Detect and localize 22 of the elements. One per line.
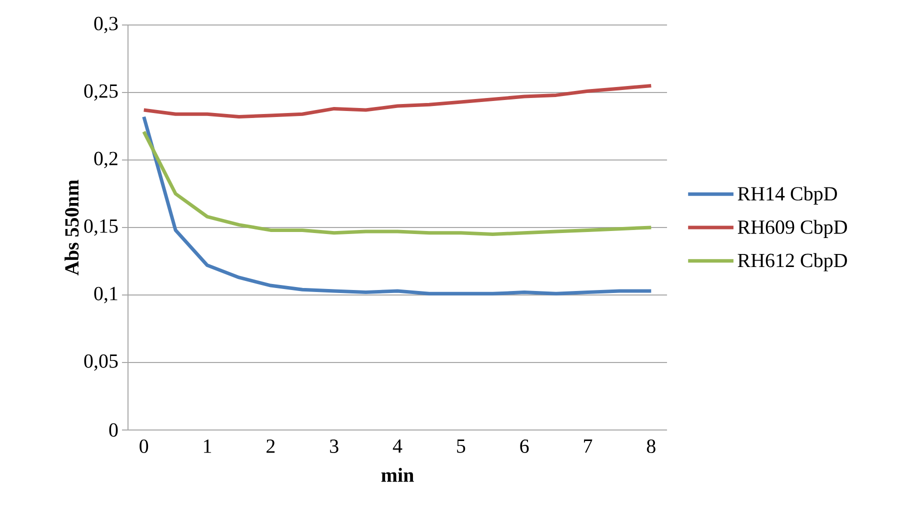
x-tick-label: 1 [204, 440, 212, 453]
legend-label: RH14 CbpD [738, 186, 837, 205]
y-tick-label: 0,25 [84, 84, 118, 101]
x-tick-label: 7 [584, 440, 592, 453]
x-tick-label: 5 [457, 440, 466, 453]
x-tick-label: 2 [266, 440, 275, 453]
legend-label: RH612 CbpD [738, 253, 847, 272]
y-tick-label: 0,3 [94, 16, 118, 34]
y-tick-label: 0 [109, 423, 118, 437]
x-tick-label: 6 [520, 440, 529, 453]
y-tick-label: 0,15 [84, 219, 118, 236]
legend-label: RH609 CbpD [738, 220, 847, 238]
x-tick-label: 0 [140, 440, 148, 454]
x-tick-label: 8 [646, 440, 656, 454]
x-tick-label: 4 [392, 440, 402, 453]
y-axis-title: Abs 550nm [64, 180, 79, 276]
x-axis-title: min [381, 468, 414, 482]
line-series [142, 130, 653, 236]
y-tick-label: 0,05 [84, 354, 118, 371]
y-tick-label: 0,1 [94, 286, 118, 304]
y-tick-label: 0,2 [94, 152, 118, 168]
x-tick-label: 3 [330, 440, 338, 453]
